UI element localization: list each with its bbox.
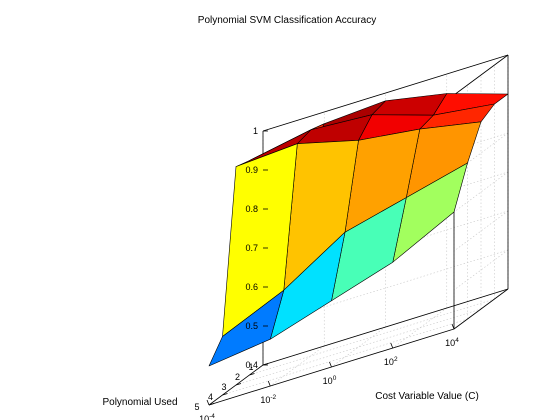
y-axis-label: Cost Variable Value (C) <box>375 391 479 402</box>
tick-labels: 0.40.50.60.70.80.911234510-410-210010210… <box>194 126 459 420</box>
z-tick-label: 1 <box>253 126 258 136</box>
x-tick-label: 5 <box>194 402 199 412</box>
z-tick-label: 0.7 <box>245 243 258 253</box>
chart-title: Polynomial SVM Classification Accuracy <box>198 15 376 26</box>
gridline <box>392 307 447 349</box>
x-tick-mark <box>208 403 215 406</box>
surface-face <box>371 93 448 116</box>
z-tick-label: 0.8 <box>245 204 258 214</box>
axis-edge <box>262 54 509 132</box>
z-tick-label: 0.9 <box>245 165 258 175</box>
gridline <box>235 308 482 386</box>
x-tick-mark <box>222 393 228 396</box>
z-tick-label: 0.6 <box>245 282 258 292</box>
x-tick-label: 3 <box>221 382 226 392</box>
y-tick-label: 100 <box>323 375 337 386</box>
y-tick-label: 102 <box>384 356 398 367</box>
axis-edge <box>262 288 509 366</box>
x-tick-label: 2 <box>235 372 240 382</box>
surface-face <box>208 289 285 367</box>
y-tick-mark <box>390 342 394 349</box>
y-tick-label: 10-2 <box>260 394 276 405</box>
gridline <box>331 326 386 368</box>
x-tick-mark <box>249 373 255 376</box>
axis-edge <box>453 54 509 96</box>
y-tick-label: 10-4 <box>199 413 215 420</box>
gridline <box>453 210 509 252</box>
y-tick-mark <box>206 399 210 406</box>
x-axis-label: Polynomial Used <box>102 397 177 408</box>
gridline <box>453 249 509 291</box>
z-tick-label: 0.4 <box>245 360 258 370</box>
y-tick-label: 104 <box>445 337 459 348</box>
x-tick-mark <box>262 363 269 366</box>
x-tick-label: 1 <box>248 362 253 372</box>
surface-plot <box>208 93 509 367</box>
z-tick-label: 0.5 <box>245 321 258 331</box>
x-tick-label: 4 <box>208 392 213 402</box>
y-tick-mark <box>267 380 271 387</box>
gridline <box>453 171 509 213</box>
gridline <box>270 345 325 387</box>
x-tick-mark <box>235 383 242 386</box>
y-tick-mark <box>329 361 332 368</box>
gridline <box>222 318 468 396</box>
y-tick-mark <box>451 323 455 330</box>
axis-edge <box>453 288 509 330</box>
